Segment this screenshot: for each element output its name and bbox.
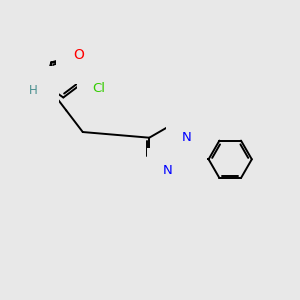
- Text: H: H: [29, 84, 38, 98]
- Text: Cl: Cl: [92, 82, 105, 95]
- Text: N: N: [182, 131, 192, 144]
- Text: O: O: [73, 48, 84, 62]
- Text: S: S: [71, 56, 80, 68]
- Text: N: N: [163, 164, 173, 177]
- Text: N: N: [33, 82, 43, 95]
